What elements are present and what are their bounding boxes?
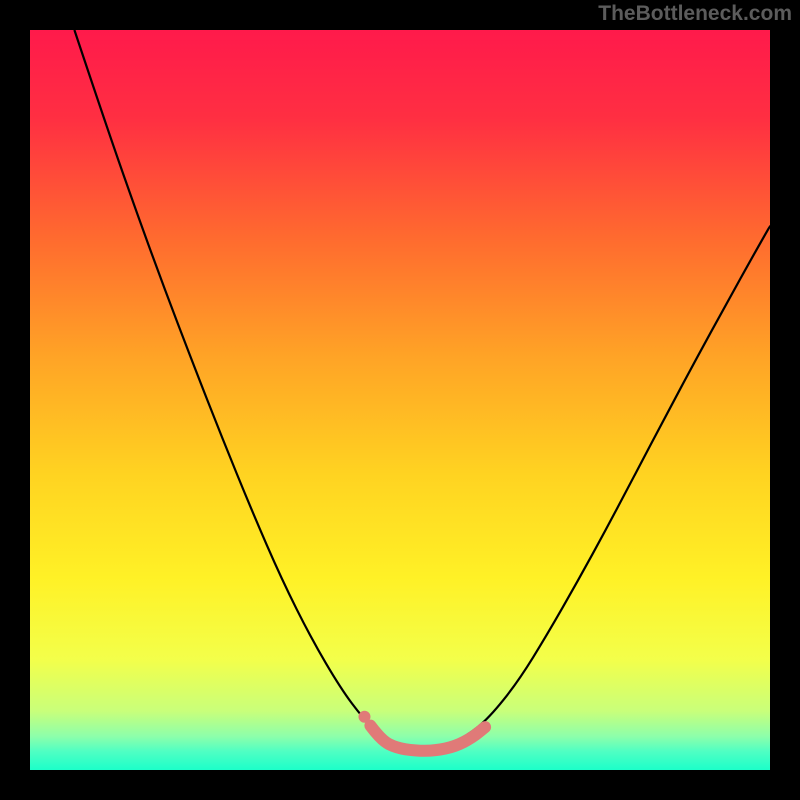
chart-frame: TheBottleneck.com bbox=[0, 0, 800, 800]
optimal-band bbox=[370, 726, 485, 751]
optimal-band-dot bbox=[358, 711, 370, 723]
plot-area bbox=[30, 30, 770, 770]
chart-svg bbox=[30, 30, 770, 770]
watermark-text: TheBottleneck.com bbox=[598, 2, 792, 26]
bottleneck-curve bbox=[74, 30, 770, 749]
